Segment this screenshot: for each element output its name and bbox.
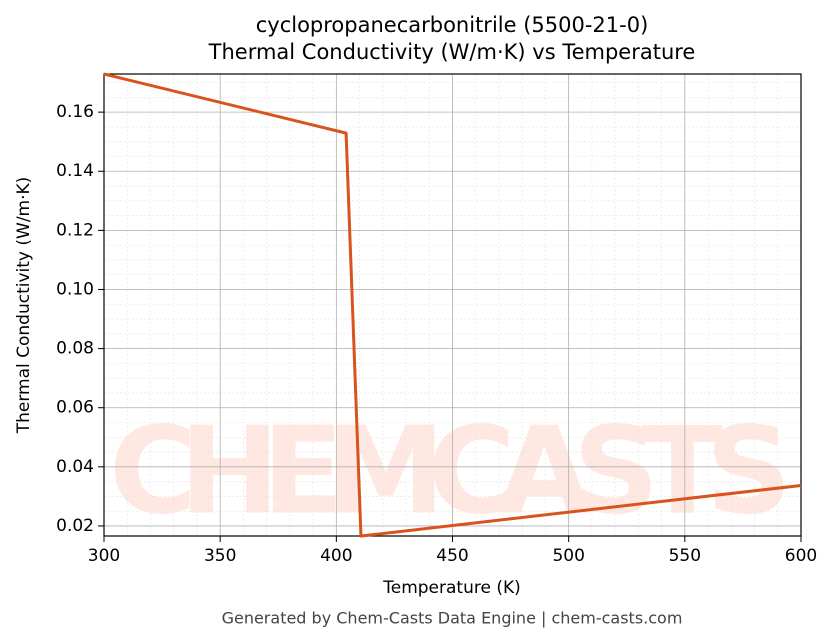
x-tick-label: 550 — [669, 546, 701, 566]
x-tick-label: 600 — [785, 546, 817, 566]
y-tick-label: 0.10 — [56, 279, 94, 299]
chart-title: cyclopropanecarbonitrile (5500-21-0) — [256, 13, 649, 37]
y-axis-label: Thermal Conductivity (W/m·K) — [14, 177, 34, 435]
y-tick-label: 0.16 — [56, 102, 94, 122]
footer: Generated by Chem-Casts Data Engine | ch… — [222, 609, 683, 628]
watermark: CHEMCASTS — [109, 403, 796, 542]
x-tick-label: 500 — [552, 546, 584, 566]
y-tick-label: 0.04 — [56, 457, 94, 477]
y-tick-label: 0.12 — [56, 220, 94, 240]
y-tick-label: 0.02 — [56, 516, 94, 536]
chart-subtitle: Thermal Conductivity (W/m·K) vs Temperat… — [208, 40, 696, 64]
plot-frame — [103, 73, 802, 537]
y-tick-label: 0.14 — [56, 161, 94, 181]
x-tick-label: 400 — [320, 546, 352, 566]
x-tick-label: 450 — [436, 546, 468, 566]
x-tick-label: 350 — [204, 546, 236, 566]
y-tick-label: 0.06 — [56, 398, 94, 418]
x-axis-label: Temperature (K) — [382, 578, 521, 598]
x-tick-label: 300 — [88, 546, 120, 566]
y-tick-label: 0.08 — [56, 339, 94, 359]
line — [103, 72, 802, 538]
